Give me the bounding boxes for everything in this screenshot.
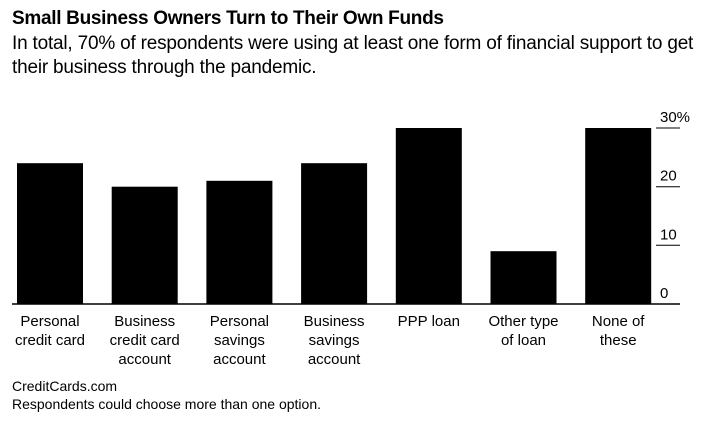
chart-subtitle: In total, 70% of respondents were using … — [12, 33, 694, 78]
x-tick-label: Personal credit card — [15, 313, 85, 349]
chart-title: Small Business Owners Turn to Their Own … — [12, 8, 444, 29]
y-tick-label: 10 — [660, 226, 677, 243]
y-axis: 0 10 20 30% — [656, 109, 690, 302]
x-tick-label: Business credit card account — [110, 313, 180, 368]
bar — [17, 163, 83, 304]
source-note: CreditCards.com — [12, 378, 118, 394]
x-tick-label: PPP loan — [398, 313, 460, 330]
bar — [206, 180, 273, 304]
x-tick-label: None of these — [592, 313, 645, 349]
x-tick-label: Personal savings account — [210, 313, 269, 368]
bar — [490, 251, 557, 304]
bar — [395, 128, 462, 304]
x-tick-label: Other type of loan — [488, 313, 558, 349]
bar — [301, 163, 368, 304]
footnote: Respondents could choose more than one o… — [12, 396, 321, 412]
bar — [111, 186, 178, 304]
x-axis-labels: Personal credit card Business credit card ac… — [15, 313, 645, 368]
y-tick-label: 20 — [660, 168, 677, 185]
bars-group — [17, 128, 652, 304]
y-tick-label: 0 — [660, 285, 668, 302]
y-tick-label: 30% — [660, 109, 690, 126]
x-tick-label: Business savings account — [304, 313, 365, 368]
bar — [585, 128, 652, 304]
